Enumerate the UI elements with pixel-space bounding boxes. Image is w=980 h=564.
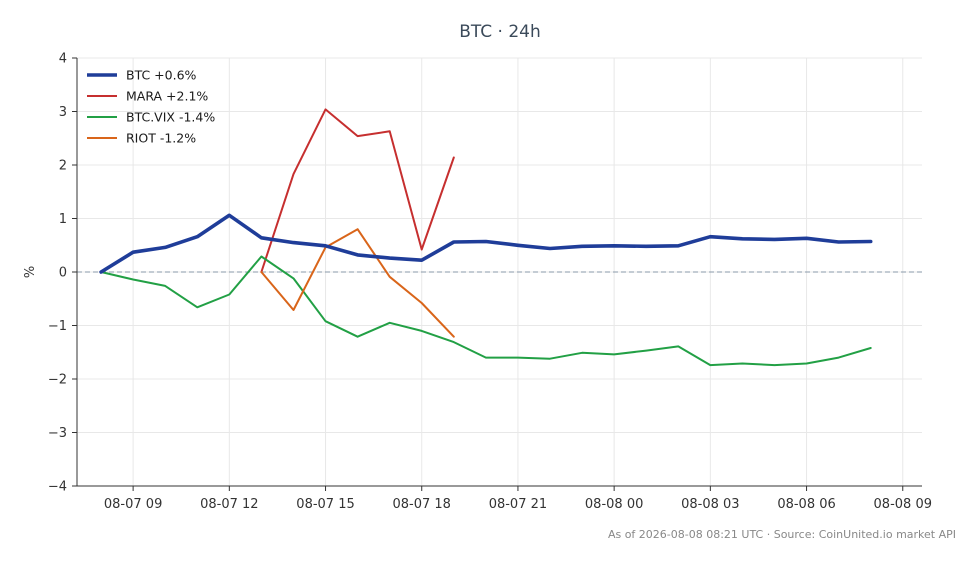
legend-label: BTC +0.6% bbox=[126, 68, 197, 83]
axes: −4 −3 −2 −1 0 1 2 3 4 08-07 09 08-07 12 08-07 15 08-… bbox=[48, 52, 932, 513]
y-tick-label: −2 bbox=[48, 373, 67, 388]
footer-note: As of 2026-08-08 08:21 UTC · Source: Coi… bbox=[608, 528, 956, 541]
x-tick-label: 08-07 21 bbox=[489, 497, 547, 512]
x-tick-label: 08-08 06 bbox=[777, 497, 835, 512]
y-tick-label: 0 bbox=[59, 266, 67, 281]
series-line-btc bbox=[99, 213, 873, 274]
y-tick-label: 2 bbox=[59, 159, 67, 174]
legend: BTC +0.6% MARA +2.1% BTC.VIX -1.4% RIOT -1.… bbox=[87, 68, 215, 146]
x-tick-label: 08-07 15 bbox=[296, 497, 354, 512]
y-tick-label: −4 bbox=[48, 480, 67, 495]
x-tick-label: 08-08 03 bbox=[681, 497, 739, 512]
y-axis-label: % bbox=[23, 266, 38, 278]
legend-label: BTC.VIX -1.4% bbox=[126, 110, 215, 125]
x-tick-label: 08-07 12 bbox=[200, 497, 258, 512]
y-tick-label: 4 bbox=[59, 52, 67, 67]
x-tick-label: 08-07 18 bbox=[393, 497, 451, 512]
y-tick-label: 3 bbox=[59, 105, 67, 120]
series-lines bbox=[99, 108, 873, 367]
y-tick-label: −1 bbox=[48, 319, 67, 334]
legend-label: MARA +2.1% bbox=[126, 89, 208, 104]
legend-label: RIOT -1.2% bbox=[126, 131, 196, 146]
chart-title: BTC · 24h bbox=[459, 22, 541, 42]
y-tick-label: −3 bbox=[48, 426, 67, 441]
y-tick-label: 1 bbox=[59, 212, 67, 227]
x-tick-label: 08-08 00 bbox=[585, 497, 643, 512]
series-line-btc-vix bbox=[100, 255, 872, 367]
x-tick-label: 08-08 09 bbox=[874, 497, 932, 512]
x-tick-label: 08-07 09 bbox=[104, 497, 162, 512]
series-line-mara bbox=[260, 108, 455, 273]
series-line-riot bbox=[260, 228, 455, 338]
